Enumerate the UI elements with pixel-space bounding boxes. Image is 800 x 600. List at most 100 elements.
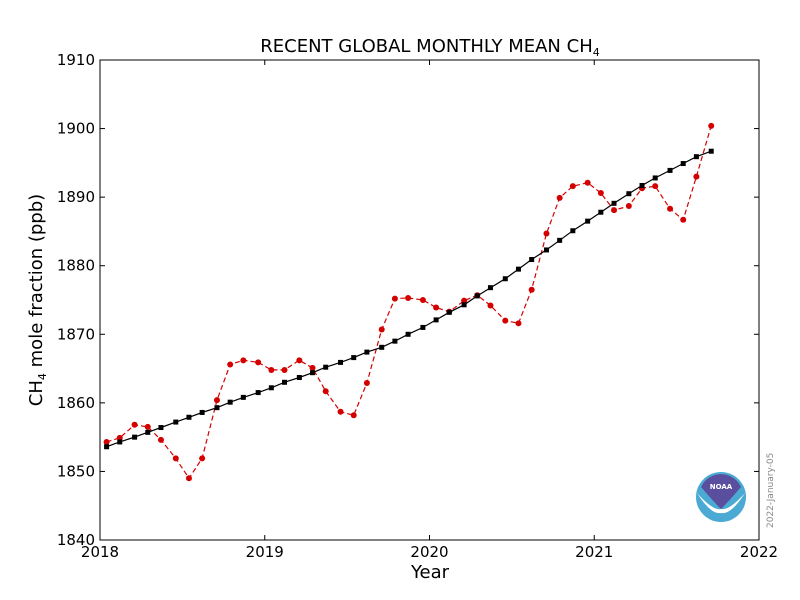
series-2-point	[680, 161, 686, 167]
series-2-point	[598, 209, 604, 215]
series-1-point	[680, 216, 687, 223]
series-2-point	[446, 309, 452, 315]
series-2-point	[132, 434, 138, 440]
series-1-point	[309, 364, 316, 371]
logo-white-bird	[697, 493, 745, 514]
series-1-point	[172, 455, 179, 462]
series-1-point	[281, 366, 288, 373]
series-1-point	[597, 190, 604, 197]
series-1-point	[255, 359, 262, 366]
series-2-point	[268, 385, 274, 391]
x-axis-title: Year	[410, 562, 450, 583]
series-2-point	[158, 425, 164, 431]
series-2-point	[515, 266, 521, 272]
series-1-point	[337, 408, 344, 415]
series-1-point	[227, 361, 234, 368]
series-1-point	[378, 326, 385, 333]
y-tick-label: 1850	[57, 462, 95, 480]
plot-frame	[99, 59, 760, 541]
series-2-point	[173, 419, 179, 425]
y-tick-label: 1880	[57, 257, 95, 275]
logo-text: NOAA	[710, 483, 733, 491]
series-1-point	[405, 294, 412, 301]
series-2-point	[652, 175, 658, 181]
series-1-point	[433, 304, 440, 311]
chart-title: RECENT GLOBAL MONTHLY MEAN CH4	[260, 36, 599, 59]
y-axis-title-prefix: CH	[26, 380, 47, 406]
series-1-point	[461, 297, 468, 304]
series-2-point	[364, 349, 370, 355]
series-1-point	[708, 122, 715, 129]
series-1-point	[667, 205, 674, 212]
series-1-point	[693, 173, 700, 180]
series-2-point	[392, 338, 398, 344]
series-1-point	[584, 179, 591, 186]
date-stamp: 2022-January-05	[766, 453, 776, 528]
series-2-point	[611, 200, 617, 206]
series-1-point	[131, 421, 138, 428]
y-tick-label: 1910	[57, 51, 95, 69]
series-2-point	[323, 364, 329, 370]
series-2-point	[310, 370, 316, 376]
series-2-point	[639, 182, 645, 188]
series-1-point	[419, 297, 426, 303]
x-tick-label: 2020	[410, 543, 448, 561]
series-2-point	[474, 293, 480, 299]
y-tick-label: 1840	[57, 531, 95, 549]
y-axis-title-suffix: mole fraction (ppb)	[26, 194, 47, 373]
noaa-logo: NOAA	[696, 472, 746, 522]
series-2-point	[708, 148, 714, 154]
series-1-point	[625, 203, 632, 210]
series-2-point	[502, 276, 508, 282]
series-2-point	[296, 374, 302, 380]
series-2-point	[255, 390, 261, 396]
series-2-point	[186, 414, 192, 420]
series-2-point	[667, 167, 673, 173]
series-1-line	[106, 125, 712, 480]
series-1-point	[502, 317, 509, 324]
series-1-point	[240, 357, 247, 364]
y-axis-title: CH4 mole fraction (ppb)	[26, 194, 49, 406]
chart-title-subscript: 4	[593, 46, 600, 59]
series-2-point	[227, 399, 233, 405]
series-1-point	[487, 302, 494, 309]
series-1-point	[268, 366, 275, 373]
series-1-point	[103, 438, 110, 445]
series-2-point	[693, 154, 699, 160]
series-1-point	[185, 475, 192, 482]
series-1-point	[515, 320, 522, 327]
series-1-point	[144, 423, 151, 430]
series-2-point	[379, 344, 385, 350]
series-2-point	[405, 331, 411, 337]
series-1-point	[350, 412, 357, 419]
logo-upper-half	[701, 474, 741, 509]
series-2-point	[282, 379, 288, 385]
series-1-point	[363, 379, 370, 386]
series-1-point	[556, 194, 563, 201]
series-1-point	[569, 183, 576, 190]
y-tick-label: 1860	[57, 394, 95, 412]
x-tick-label: 2022	[740, 543, 778, 561]
y-tick-label: 1890	[57, 188, 95, 206]
series-2-point	[117, 439, 123, 445]
series-2-point	[557, 237, 563, 243]
series-2-point	[570, 228, 576, 234]
y-tick-label: 1900	[57, 120, 95, 138]
series-2-point	[433, 317, 439, 323]
series-2-point	[626, 191, 632, 197]
series-2-point	[461, 302, 467, 308]
series-2-point	[543, 247, 549, 253]
series-2-point	[351, 355, 357, 361]
series-2-point	[214, 405, 220, 411]
series-1-point	[199, 455, 206, 462]
x-tick-label: 2019	[246, 543, 284, 561]
series-2-point	[145, 429, 151, 435]
series-1-point	[611, 207, 618, 214]
series-2-point	[529, 257, 535, 263]
series-2-point	[104, 444, 110, 450]
y-axis-title-subscript: 4	[36, 373, 49, 380]
x-tick-label: 2021	[575, 543, 613, 561]
y-tick-label: 1870	[57, 325, 95, 343]
